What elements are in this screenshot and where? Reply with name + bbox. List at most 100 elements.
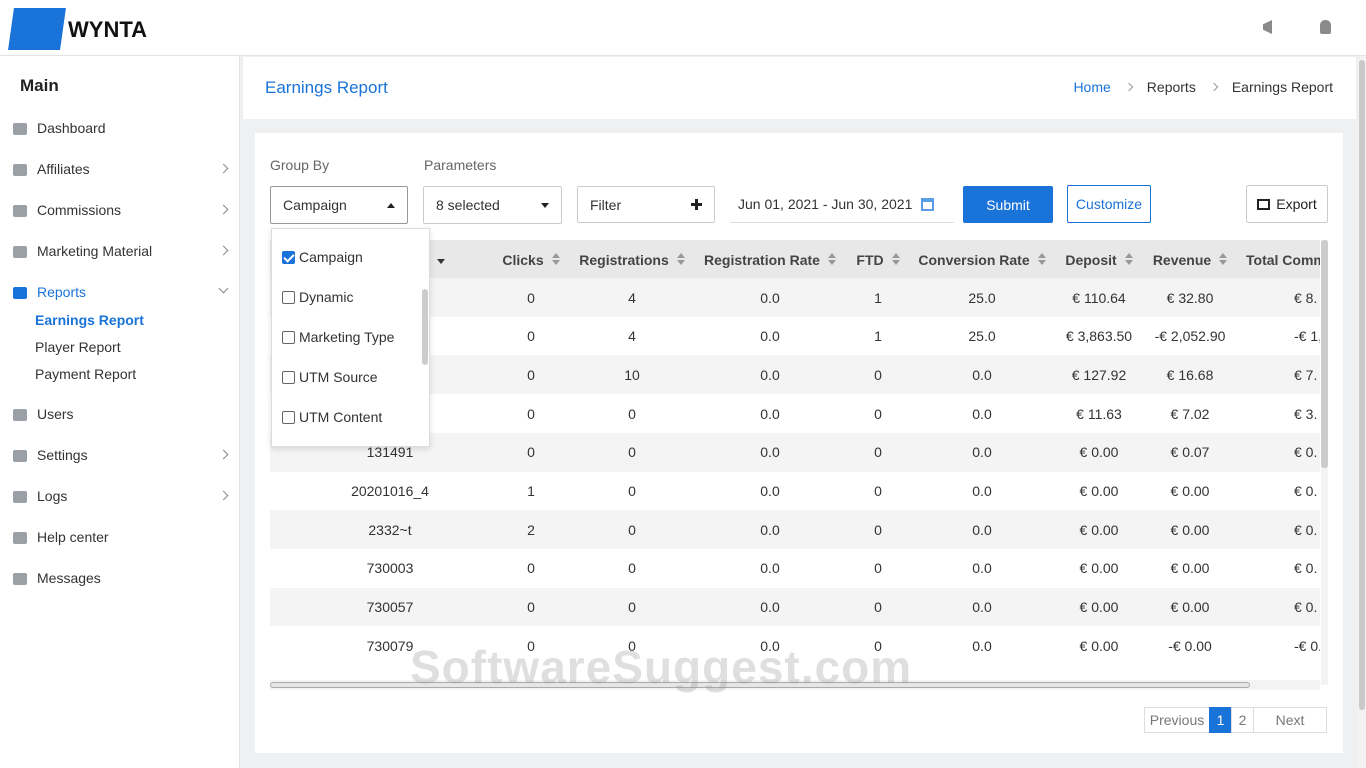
nav-icon [13, 409, 27, 421]
breadcrumb-separator [1124, 82, 1134, 92]
prev-button[interactable]: Previous [1144, 707, 1210, 733]
table-cell: 0 [628, 444, 636, 461]
column-header[interactable]: Conversion Rate [912, 240, 1052, 279]
page-button[interactable]: 1 [1209, 707, 1232, 733]
column-title: Registrations [579, 251, 669, 268]
sidebar: Main Dashboard Affiliates Commissions Marke… [0, 56, 240, 768]
table-cell: 730079 [366, 637, 414, 654]
table-cell: 0.0 [760, 405, 780, 422]
nav-item[interactable]: Reports [37, 284, 87, 300]
nav-item[interactable]: Settings [37, 447, 88, 463]
nav-subitem[interactable]: Player Report [35, 339, 121, 355]
export-button[interactable]: Export [1246, 185, 1328, 223]
table-cell: € 3,863.50 [1065, 328, 1133, 345]
table-cell: 0 [628, 521, 636, 538]
table-cell: € 0. [1294, 444, 1318, 461]
column-header[interactable]: Registration Rate [696, 240, 844, 279]
filter-input[interactable]: Filter [577, 186, 715, 223]
table-cell: 0 [527, 444, 535, 461]
column-header[interactable]: Registrations [568, 240, 696, 279]
checkbox[interactable] [282, 370, 295, 384]
table-cell: 0.0 [972, 521, 992, 538]
table-cell: 2332~t [368, 521, 412, 538]
dropdown-option[interactable]: UTM Source [282, 369, 378, 385]
announcement-icon[interactable] [1263, 20, 1272, 34]
breadcrumb-item[interactable]: Reports [1146, 79, 1196, 95]
table-cell: 1 [874, 289, 882, 306]
table-cell: 0 [874, 366, 882, 383]
parameters-select[interactable]: 8 selected [423, 186, 562, 224]
parameters-value: 8 selected [436, 197, 500, 213]
table-cell: € 0.00 [1170, 560, 1210, 577]
breadcrumb-item[interactable]: Home [1073, 79, 1111, 95]
table-cell: 0 [527, 328, 535, 345]
column-header[interactable]: Clicks [494, 240, 568, 279]
table-cell: € 16.68 [1166, 366, 1214, 383]
checkbox[interactable] [282, 250, 295, 264]
nav-item[interactable]: Affiliates [37, 161, 90, 177]
nav-icon [13, 532, 27, 544]
customize-button[interactable]: Customize [1067, 185, 1151, 223]
table-row: 20201016_4 1 0 0.0 0 0.0 € 0.00 € 0.00 € 0. [270, 471, 1320, 511]
nav-item[interactable]: Help center [37, 529, 109, 545]
table-cell: 0 [628, 599, 636, 616]
checkbox[interactable] [282, 410, 295, 424]
table-hscroll[interactable] [270, 680, 1320, 690]
table-cell: 0 [874, 560, 882, 577]
table-row: 0 4 0.0 1 25.0 € 110.64 € 32.80 € 8. [270, 278, 1320, 317]
nav-chevron [218, 204, 229, 215]
top-bar: WYNTA [0, 0, 1366, 56]
table-cell: € 0.00 [1170, 521, 1210, 538]
column-title: FTD [856, 251, 884, 268]
option-label: Marketing Type [299, 329, 395, 345]
dropdown-option[interactable]: Campaign [282, 249, 363, 265]
table-cell: 0.0 [972, 637, 992, 654]
nav-item[interactable]: Dashboard [37, 120, 106, 136]
dropdown-option[interactable]: UTM Content [282, 409, 382, 425]
column-header[interactable]: Revenue [1146, 240, 1234, 279]
sort-icon [1219, 253, 1228, 265]
nav-item[interactable]: Logs [37, 488, 68, 504]
column-header[interactable]: Total Comm [1234, 240, 1320, 279]
next-button[interactable]: Next [1253, 707, 1327, 733]
column-title: Revenue [1152, 251, 1212, 268]
group-by-select[interactable]: Campaign [270, 186, 408, 224]
sort-icon [551, 253, 560, 265]
page-scrollbar[interactable] [1358, 56, 1366, 768]
option-label: Campaign [299, 249, 363, 265]
table-cell: 25.0 [968, 289, 996, 306]
date-range[interactable]: Jun 01, 2021 - Jun 30, 2021 [730, 186, 954, 223]
dropdown-scrollbar[interactable] [422, 289, 428, 365]
column-header[interactable]: FTD [844, 240, 912, 279]
sort-icon [676, 253, 685, 265]
dropdown-option[interactable]: Marketing Type [282, 329, 394, 345]
nav-item[interactable]: Messages [37, 570, 101, 586]
page-button[interactable]: 2 [1231, 707, 1254, 733]
table-vscroll[interactable] [1321, 240, 1328, 685]
checkbox[interactable] [282, 330, 295, 344]
submit-button[interactable]: Submit [963, 186, 1053, 223]
nav-item[interactable]: Commissions [37, 202, 122, 218]
report-table: Clicks Registrations Registration Rate FTD C… [270, 240, 1320, 685]
logo[interactable]: WYNTA [68, 17, 148, 42]
date-range-text: Jun 01, 2021 - Jun 30, 2021 [738, 196, 913, 212]
nav-subitem[interactable]: Earnings Report [35, 312, 144, 328]
nav-item[interactable]: Marketing Material [37, 243, 153, 259]
nav-icon [13, 287, 27, 299]
column-header[interactable]: Deposit [1052, 240, 1146, 279]
table-cell: € 0. [1294, 521, 1318, 538]
nav-icon [13, 573, 27, 585]
nav-subitem[interactable]: Payment Report [35, 366, 137, 382]
table-cell: 730003 [366, 560, 414, 577]
table-cell: 0.0 [760, 483, 780, 499]
nav-item[interactable]: Users [37, 406, 74, 422]
checkbox[interactable] [282, 290, 295, 304]
table-cell: 25.0 [968, 328, 996, 345]
nav-icon [13, 205, 27, 217]
table-cell: 0 [874, 405, 882, 422]
option-label: UTM Source [299, 369, 378, 385]
user-icon[interactable] [1320, 20, 1331, 34]
column-title: Registration Rate [704, 251, 820, 268]
dropdown-option[interactable]: Dynamic [282, 289, 353, 305]
table-cell: 0.0 [760, 366, 780, 383]
